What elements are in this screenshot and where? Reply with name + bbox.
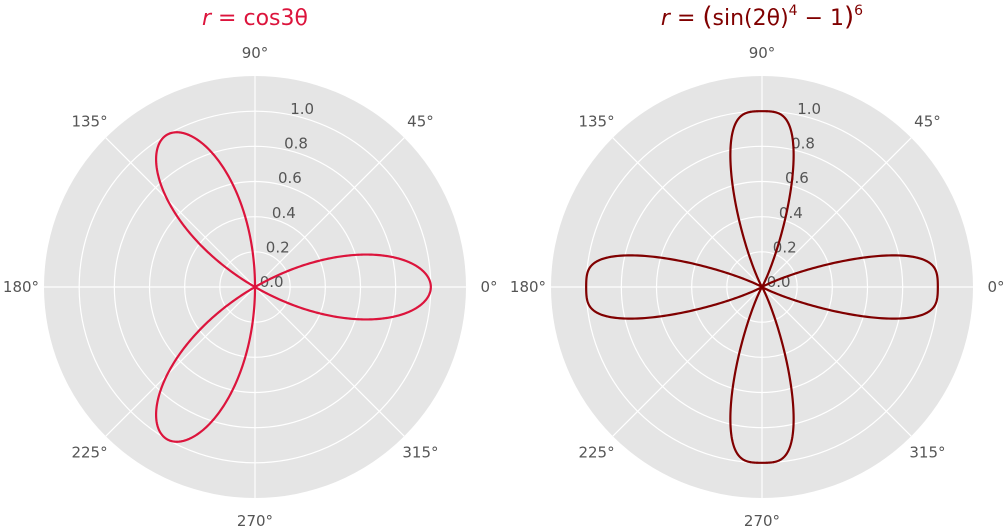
angle-tick-label: 45°	[914, 113, 941, 131]
angle-tick-label: 315°	[909, 443, 945, 461]
title-eq: =	[670, 6, 702, 31]
angle-tick-label: 225°	[578, 443, 614, 461]
radial-tick-label: 1.0	[797, 100, 821, 118]
radial-tick-label: 0.0	[260, 273, 284, 291]
angle-tick-label: 270°	[744, 512, 780, 530]
polar-plot-cos3theta: 0° 45° 90° 135° 180° 225° 270° 315° 0.0 0.2 0.4 0.6…	[3, 6, 498, 530]
angular-gridline	[761, 137, 912, 288]
title-lhs: r	[661, 6, 672, 31]
radial-tick-label: 0.4	[272, 204, 296, 222]
angle-tick-label: 135°	[71, 113, 107, 131]
angular-gridline	[105, 137, 256, 288]
title-exponent-2: 6	[854, 3, 863, 19]
radial-tick-label: 1.0	[290, 100, 314, 118]
angular-gridline	[254, 137, 405, 288]
series-line	[585, 110, 939, 464]
angular-gridline	[105, 286, 256, 437]
angle-tick-label: 45°	[407, 113, 434, 131]
angular-gridline	[761, 286, 912, 437]
polar-plot-sin2theta: 0°45°90°135°180°225°270°315°0.00.20.40.6…	[510, 2, 1005, 530]
angle-tick-label: 135°	[578, 113, 614, 131]
angle-tick-label: 270°	[237, 512, 273, 530]
angle-tick-label: 315°	[402, 443, 438, 461]
angle-tick-label: 0°	[480, 278, 497, 296]
radial-tick-label: 0.8	[284, 135, 308, 153]
angular-gridline	[612, 286, 763, 437]
radial-tick-label: 0.6	[278, 169, 302, 187]
radial-tick-label: 0.4	[779, 204, 803, 222]
title-minus: − 1	[798, 6, 844, 31]
angle-tick-label: 0°	[987, 278, 1004, 296]
title-rhs: cos3θ	[243, 6, 307, 31]
angle-tick-label: 180°	[510, 278, 546, 296]
series-line	[154, 131, 432, 443]
title-lhs: r	[202, 6, 213, 31]
angle-tick-label: 180°	[3, 278, 39, 296]
title-exponent-1: 4	[789, 3, 798, 19]
radial-tick-label: 0.2	[266, 238, 290, 256]
title-inner: sin(2θ)	[713, 6, 789, 31]
chart-title: r = cos3θ	[202, 6, 308, 31]
angular-gridline	[254, 286, 405, 437]
radial-tick-label: 0.8	[791, 135, 815, 153]
angular-gridline	[612, 137, 763, 288]
title-open-paren: (	[702, 2, 712, 32]
angle-tick-label: 90°	[242, 44, 269, 62]
title-close-paren: )	[844, 2, 854, 32]
angle-tick-label: 225°	[71, 443, 107, 461]
title-eq: =	[211, 6, 243, 31]
chart-title: r = (sin(2θ)4 − 1)6	[661, 2, 863, 32]
angle-tick-label: 90°	[749, 44, 776, 62]
radial-tick-label: 0.6	[785, 169, 809, 187]
